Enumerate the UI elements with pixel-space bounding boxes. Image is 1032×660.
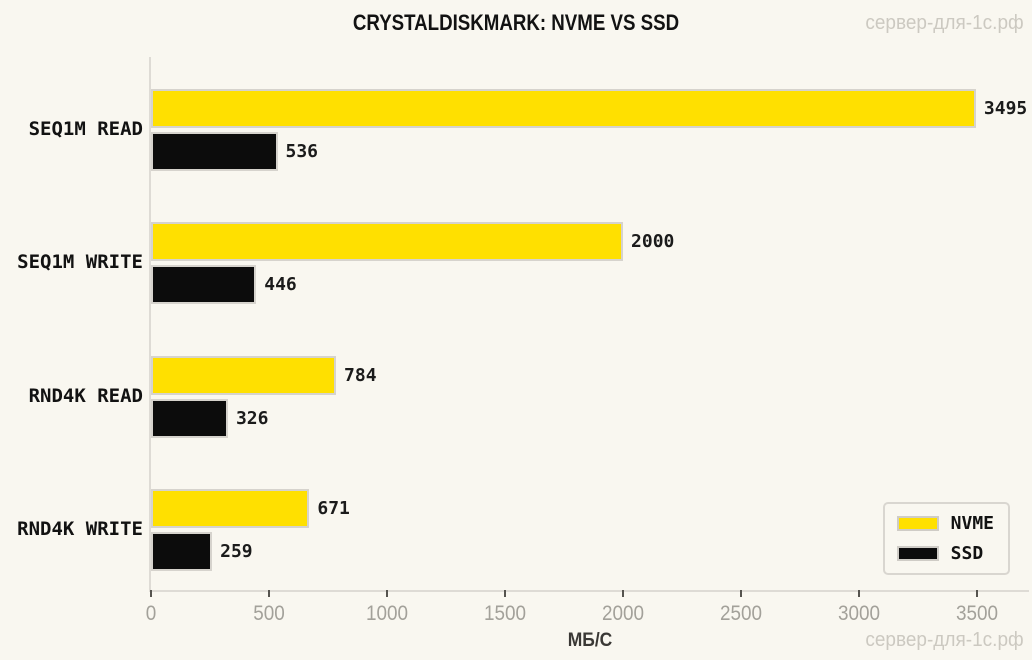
legend-label: SSD: [950, 543, 984, 564]
x-axis-tick: [268, 590, 270, 597]
ssd-bar: [151, 132, 278, 171]
x-axis-label: МБ/С: [567, 630, 613, 651]
x-axis-tick: [976, 590, 979, 597]
category-label: RND4K READ: [28, 384, 143, 407]
legend-item-nvme: NVME: [896, 513, 994, 534]
x-axis-tick-label: 1000: [365, 602, 409, 625]
x-axis-tick-label: 0: [145, 602, 157, 625]
bar-value-label: 446: [264, 274, 297, 296]
ssd-bar: [151, 531, 213, 571]
bar-value-label: 784: [344, 364, 377, 386]
chart-row-group: RND4K READ 784 326: [29, 324, 1029, 457]
watermark-top: сервер-для-1с.рф: [865, 12, 1024, 34]
nvme-bar: [151, 355, 337, 395]
category-label: SEQ1M WRITE: [17, 251, 143, 274]
chart-row-group: RND4K WRITE 671 259: [17, 457, 1029, 590]
bar-value-label: 3495: [983, 98, 1028, 119]
bar-row: 671: [151, 488, 1029, 528]
bar-row: 536: [151, 132, 1029, 171]
legend-item-ssd: SSD: [896, 543, 994, 564]
bar-value-label: 536: [285, 141, 319, 162]
x-axis-tick: [150, 590, 152, 597]
category-label: SEQ1M READ: [28, 118, 143, 140]
x-axis-tick-label: 3000: [838, 602, 881, 625]
x-axis-tick-label: 2000: [602, 602, 645, 625]
bar-value-label: 671: [317, 497, 350, 519]
category-label: RND4K WRITE: [17, 517, 143, 540]
legend-swatch-ssd: [896, 546, 939, 561]
bar-value-label: 2000: [631, 231, 675, 253]
nvme-bar: [151, 222, 624, 262]
x-axis-tick-label: 1500: [484, 602, 527, 625]
chart-row-group: SEQ1M READ 3495 536: [29, 57, 1029, 190]
bar-row: 784: [151, 355, 1029, 395]
x-axis-tick-label: 2500: [720, 602, 763, 625]
nvme-bar: [151, 89, 976, 128]
bar-value-label: 326: [235, 407, 269, 429]
x-axis-tick: [386, 590, 389, 597]
ssd-bar: [151, 265, 257, 305]
plot-area: МБ/С NVME SSD SEQ1M READ 3495 536 SEQ1M WRIT…: [17, 57, 1029, 651]
bar-row: 326: [151, 398, 1029, 438]
legend-label: NVME: [950, 513, 994, 534]
nvme-bar: [151, 488, 310, 528]
chart-row-group: SEQ1M WRITE 2000 446: [17, 190, 1029, 323]
bar-value-label: 259: [220, 540, 253, 562]
bar-row: 3495: [151, 89, 1029, 128]
bar-row: 446: [151, 265, 1029, 305]
chart-title: CRYSTALDISKMARK: NVME VS SSD: [352, 10, 680, 35]
legend: NVME SSD: [882, 502, 1010, 575]
bar-row: 259: [151, 531, 1029, 571]
x-axis-tick: [858, 590, 861, 597]
ssd-bar: [151, 398, 228, 438]
bar-row: 2000: [151, 222, 1029, 262]
x-axis-tick: [740, 590, 743, 597]
legend-swatch-nvme: [896, 516, 939, 531]
watermark-bottom: сервер-для-1с.рф: [865, 629, 1024, 651]
x-axis-tick: [504, 590, 507, 597]
x-axis-tick-label: 3500: [956, 602, 999, 625]
x-axis-tick: [622, 590, 625, 597]
x-axis-tick-label: 500: [253, 602, 285, 625]
